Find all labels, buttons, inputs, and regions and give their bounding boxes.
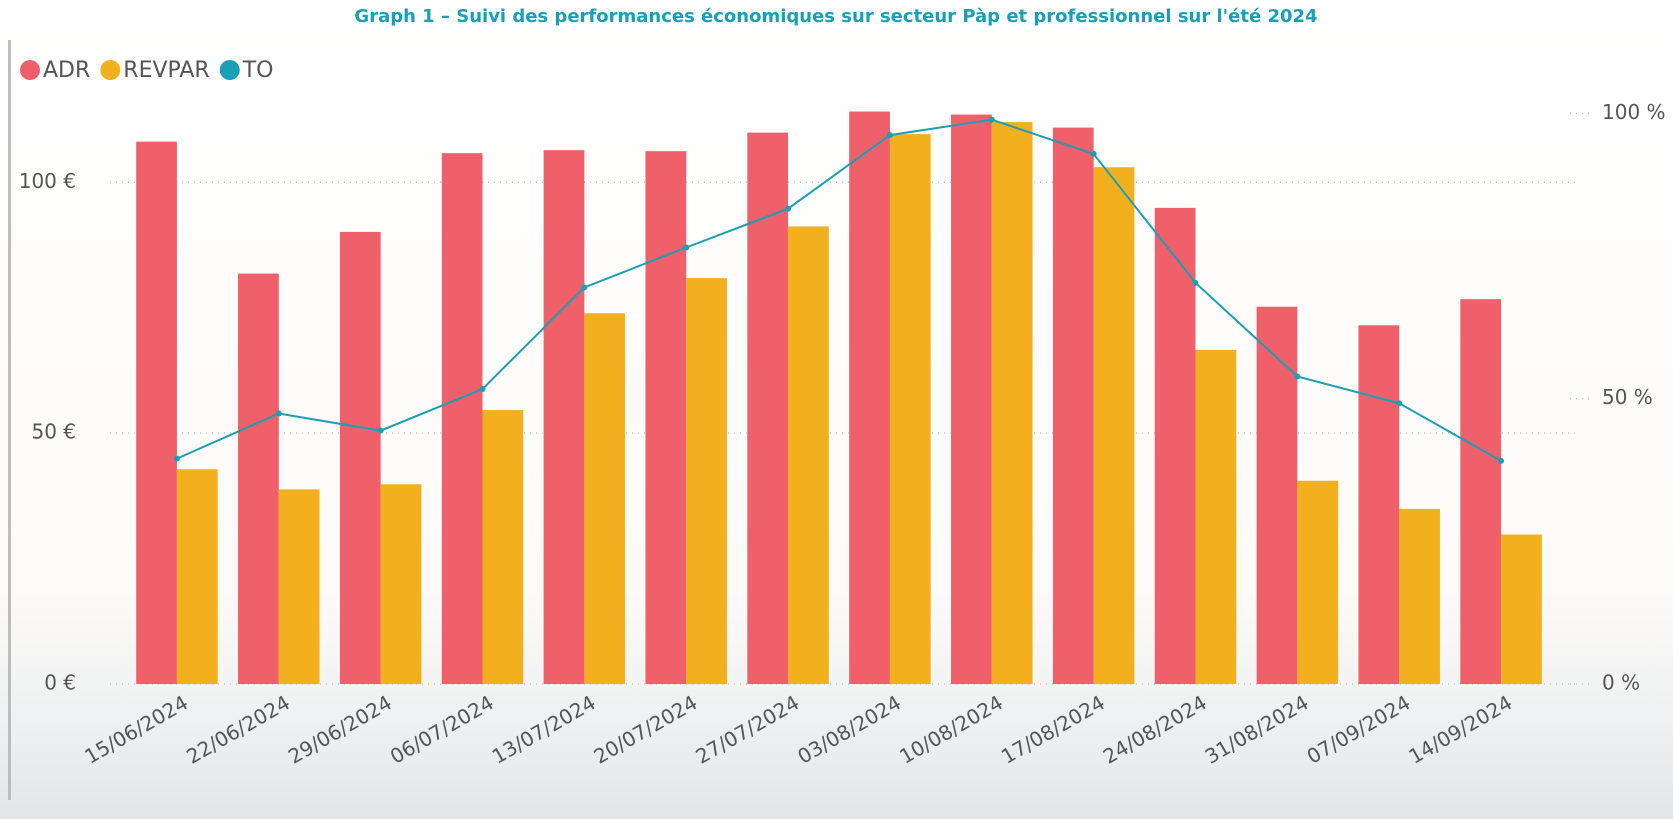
line-point [377, 427, 384, 434]
bar [176, 469, 218, 684]
line-point [988, 116, 995, 123]
y-tick-label: 0 € [44, 671, 76, 695]
bar [889, 134, 931, 684]
bar [1256, 306, 1298, 684]
bar [1052, 127, 1094, 684]
line-point [683, 244, 690, 251]
bar [1399, 508, 1440, 684]
line-point [1192, 279, 1199, 286]
line-point [1498, 457, 1505, 464]
chart-title: Graph 1 – Suivi des performances économi… [354, 6, 1317, 27]
legend-label: ADR [43, 58, 90, 83]
line [176, 118, 1502, 462]
bar [543, 150, 585, 684]
bar [849, 111, 890, 684]
bar [1195, 349, 1237, 684]
bar [238, 273, 279, 684]
bar [951, 114, 992, 685]
bar [747, 132, 789, 685]
bar [136, 141, 177, 684]
bar [1460, 299, 1502, 684]
line-point [479, 386, 486, 393]
y-tick-label: 50 € [31, 420, 76, 444]
bar [645, 151, 687, 685]
bar [1501, 534, 1542, 684]
legend-swatch [20, 60, 40, 80]
side-rule [8, 40, 11, 800]
legend-swatch [100, 60, 121, 80]
bar [441, 153, 483, 685]
y-tick-label: 100 € [19, 169, 76, 193]
line-point [785, 205, 792, 212]
bar [1297, 480, 1339, 684]
bar [1154, 207, 1196, 684]
bar [1358, 325, 1400, 684]
line-point [886, 132, 893, 139]
y2-tick-label: 0 % [1602, 671, 1640, 695]
legend-swatch [219, 60, 240, 80]
line-point [581, 284, 588, 291]
bar [686, 278, 727, 684]
bar [482, 410, 524, 684]
bar [584, 313, 626, 684]
y2-tick-label: 100 % [1602, 100, 1666, 124]
legend-label: REVPAR [123, 58, 209, 83]
bar [991, 122, 1033, 684]
legend-label: TO [242, 58, 274, 83]
line-point [173, 455, 180, 462]
line-point [1396, 400, 1403, 407]
bar [339, 231, 381, 685]
line-point [1294, 373, 1301, 380]
y2-tick-label: 50 % [1602, 385, 1653, 409]
line-point [1090, 150, 1097, 157]
bar [380, 484, 422, 684]
bar [788, 226, 829, 684]
bar [278, 489, 320, 684]
bar [1093, 167, 1135, 685]
line-point [275, 410, 282, 417]
